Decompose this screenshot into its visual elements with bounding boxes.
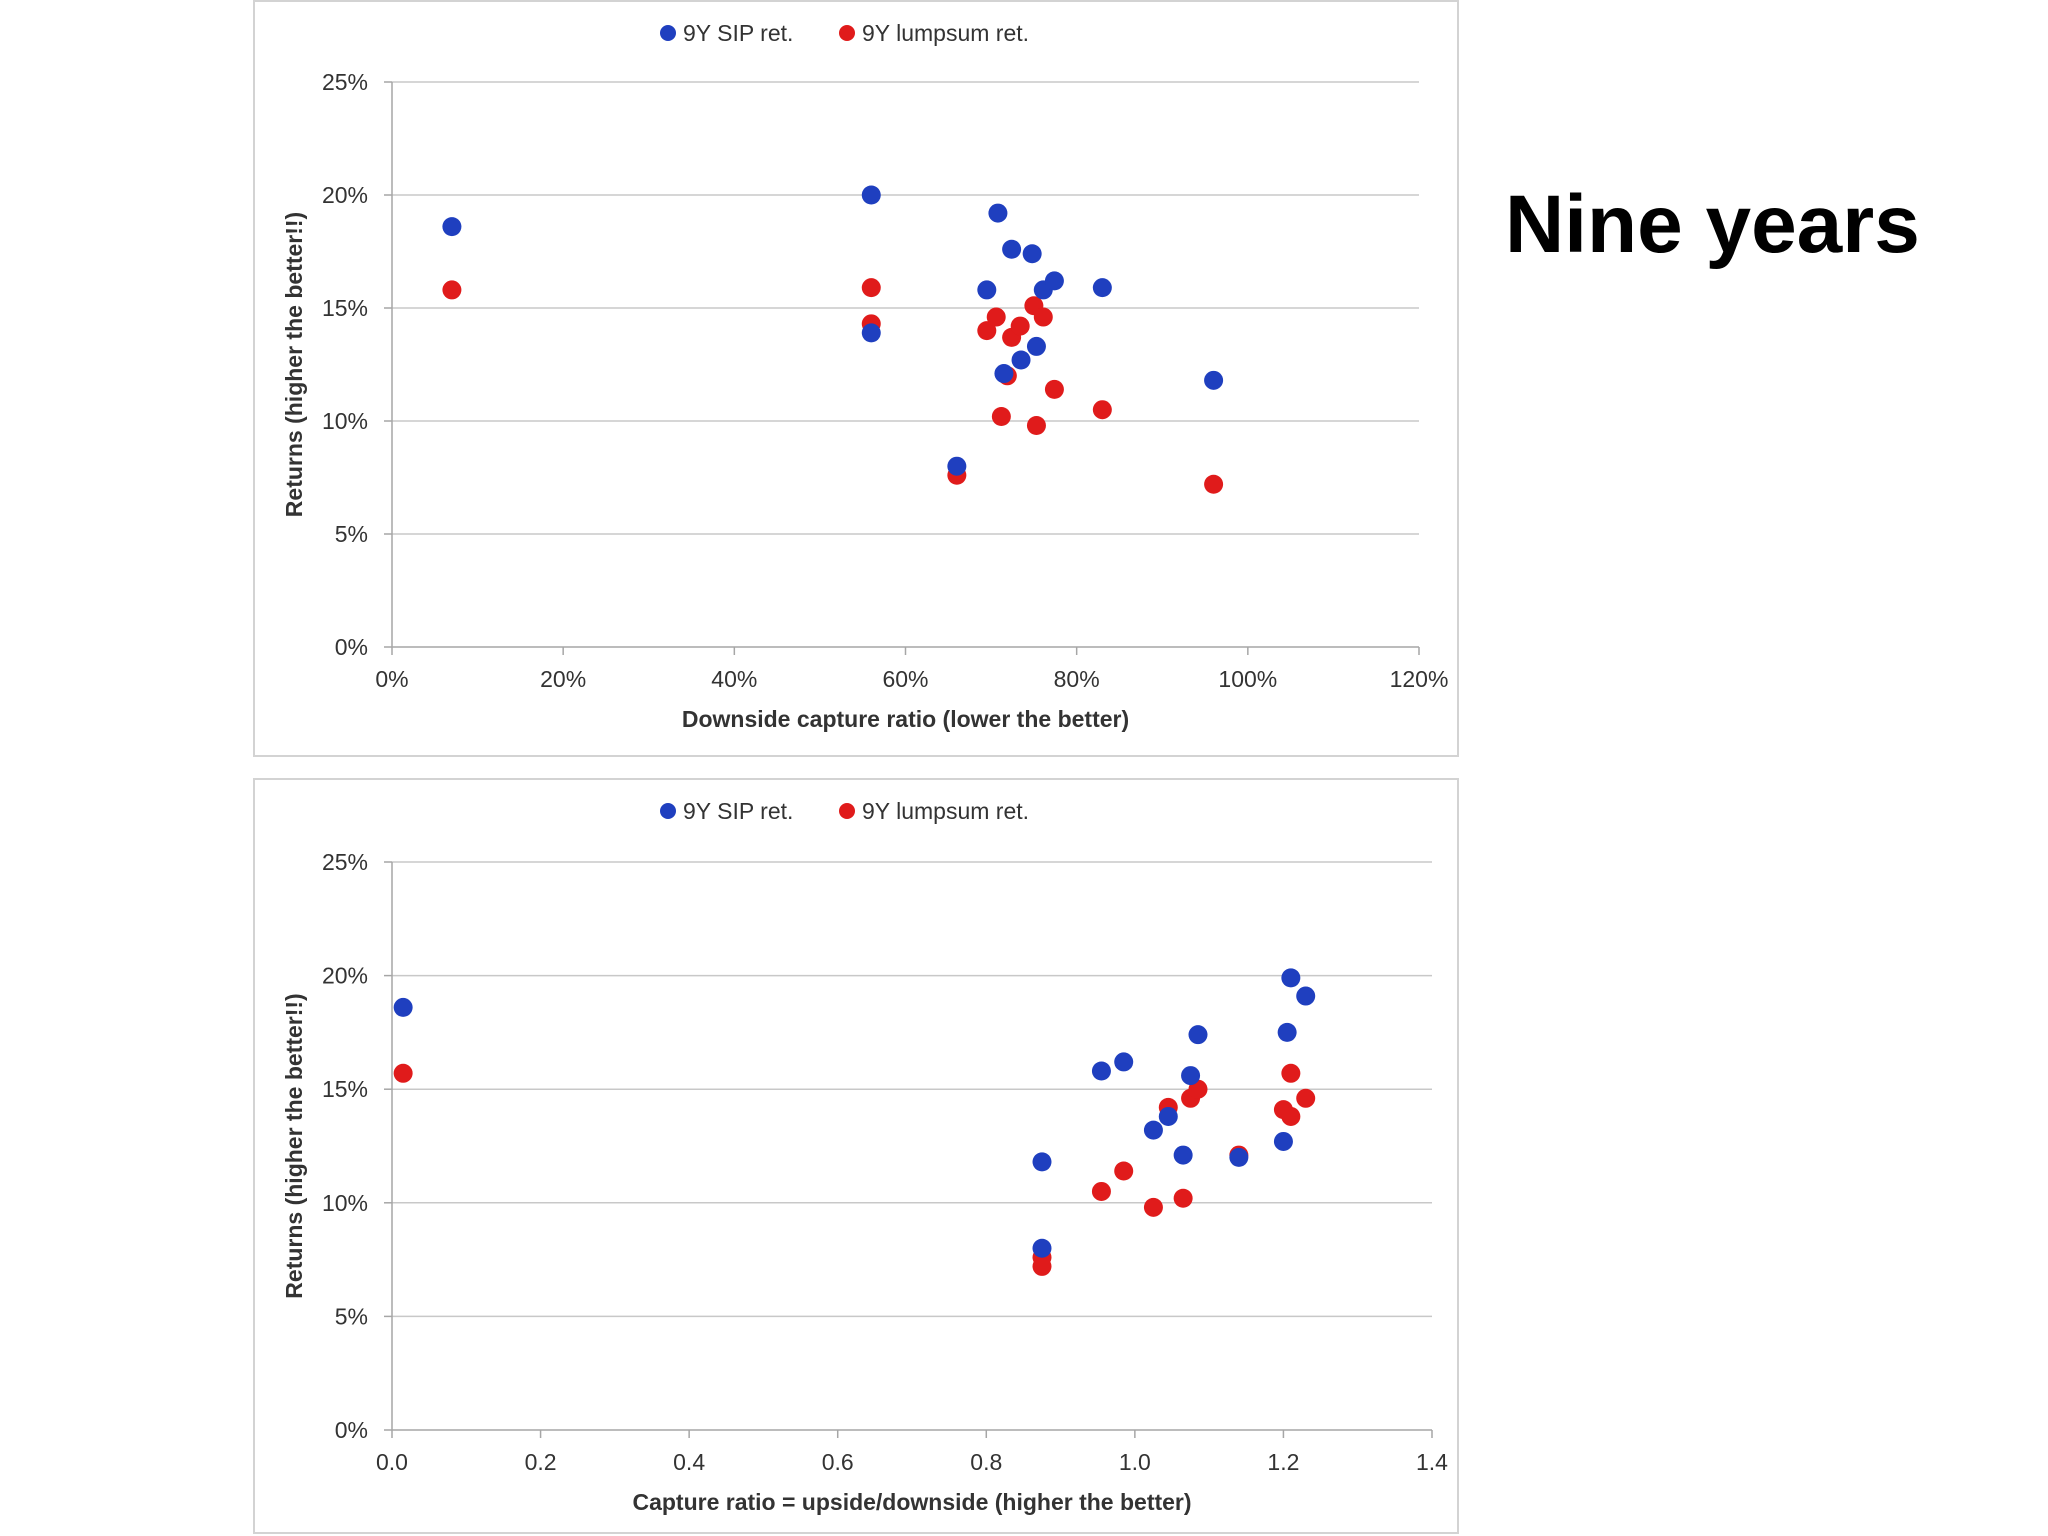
legend-entry: 9Y SIP ret. [683,798,793,824]
y-tick-label: 20% [322,963,368,989]
slide-title: Nine years [1505,179,1920,270]
x-tick-label: 0.2 [525,1449,557,1475]
data-point [442,217,462,237]
data-point [1281,1106,1301,1126]
data-point [1143,1120,1163,1140]
legend-entry: 9Y lumpsum ret. [862,20,1029,46]
data-point [1277,1022,1297,1042]
data-point [442,280,462,300]
scatter-chart-capture-ratio: 0% 5% 10% 15% 20% 25% 0.0 0.2 0.4 0.6 0.8 1.0 1.2 1.4… [281,798,1448,1515]
data-point [1158,1106,1178,1126]
y-axis-label: Returns (higher the better!!) [281,212,307,517]
y-tick-label: 15% [322,295,368,321]
x-tick-label: 100% [1218,666,1277,692]
data-point [1114,1052,1134,1072]
data-point [1033,307,1053,327]
data-point [1281,968,1301,988]
x-tick-label: 1.4 [1416,1449,1448,1475]
x-tick-label: 0.6 [822,1449,854,1475]
x-tick-label: 80% [1054,666,1100,692]
data-point [1022,244,1042,264]
y-tick-label: 5% [335,1303,368,1329]
data-point [1002,239,1022,259]
y-tick-label: 25% [322,69,368,95]
data-point [991,406,1011,426]
x-tick-label: 0.4 [673,1449,705,1475]
y-tick-label: 20% [322,182,368,208]
x-tick-label: 0.8 [970,1449,1002,1475]
x-axis-label: Downside capture ratio (lower the better… [682,706,1129,732]
data-point [1204,370,1224,390]
data-point [1092,278,1112,298]
data-point [393,997,413,1017]
x-tick-label: 1.2 [1267,1449,1299,1475]
legend-marker [839,25,855,41]
legend-entry: 9Y lumpsum ret. [862,798,1029,824]
legend-marker [660,803,676,819]
data-point [1032,1152,1052,1172]
y-tick-label: 10% [322,408,368,434]
x-tick-label: 1.0 [1119,1449,1151,1475]
data-point [1114,1161,1134,1181]
data-point [861,278,881,298]
data-point [1032,1238,1052,1258]
y-tick-label: 0% [335,1417,368,1443]
data-point [393,1063,413,1083]
data-point [1010,316,1030,336]
data-point [1204,474,1224,494]
data-point [1044,271,1064,291]
legend-entry: 9Y SIP ret. [683,20,793,46]
data-point [1296,1088,1316,1108]
y-tick-label: 0% [335,634,368,660]
y-tick-label: 15% [322,1076,368,1102]
chart-panel-downside-capture: 0% 5% 10% 15% 20% 25% 0% 20% 40% 60% 80% 100% 120% Do… [253,0,1459,757]
data-point [1273,1131,1293,1151]
x-tick-label: 0.0 [376,1449,408,1475]
data-point [1092,400,1112,420]
data-point [988,203,1008,223]
y-tick-label: 5% [335,521,368,547]
data-point [1032,1256,1052,1276]
data-point [977,321,997,341]
data-point [1026,336,1046,356]
data-point [977,280,997,300]
data-point [994,364,1014,384]
data-point [1296,986,1316,1006]
data-point [1229,1147,1249,1167]
data-point [1091,1061,1111,1081]
data-point [1173,1145,1193,1165]
x-tick-label: 40% [711,666,757,692]
x-tick-label: 0% [375,666,408,692]
y-axis-label: Returns (higher the better!!) [281,993,307,1298]
data-point [1143,1197,1163,1217]
x-tick-label: 120% [1390,666,1449,692]
data-point [1026,416,1046,436]
x-tick-label: 20% [540,666,586,692]
data-point [1091,1181,1111,1201]
x-axis-label: Capture ratio = upside/downside (higher … [632,1489,1191,1515]
data-point [1188,1025,1208,1045]
chart-panel-capture-ratio: 0% 5% 10% 15% 20% 25% 0.0 0.2 0.4 0.6 0.8 1.0 1.2 1.4… [253,778,1459,1534]
scatter-chart-downside-capture: 0% 5% 10% 15% 20% 25% 0% 20% 40% 60% 80% 100% 120% Do… [281,20,1449,732]
legend-marker [660,25,676,41]
data-point [861,323,881,343]
data-point [861,185,881,205]
data-point [1044,379,1064,399]
y-tick-label: 25% [322,849,368,875]
data-point [986,307,1006,327]
data-point [1181,1066,1201,1086]
data-point [1173,1188,1193,1208]
data-point [1281,1063,1301,1083]
legend-marker [839,803,855,819]
y-tick-label: 10% [322,1190,368,1216]
x-tick-label: 60% [882,666,928,692]
data-point [1011,350,1031,370]
data-point [947,456,967,476]
